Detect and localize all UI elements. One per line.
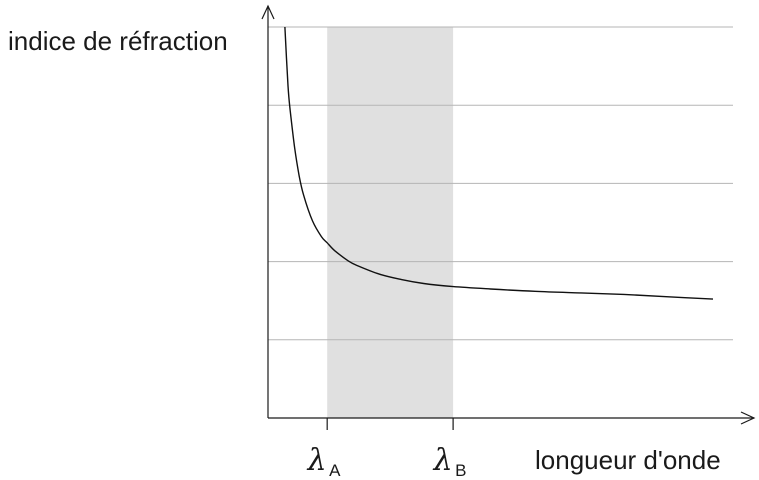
visible-range-band [327,27,454,418]
x-tick-subscript-b: B [455,461,466,480]
x-tick-subscript-a: A [329,461,341,480]
x-tick-label-lambda-a: λ [307,443,327,478]
y-axis-arrowhead [261,4,275,20]
dispersion-curve [284,26,714,300]
x-axis-arrowhead [740,411,756,425]
y-axis-title: indice de réfraction [8,26,228,56]
x-tick-label-lambda-b: λ [433,443,453,478]
x-axis-title: longueur d'onde [535,445,721,475]
